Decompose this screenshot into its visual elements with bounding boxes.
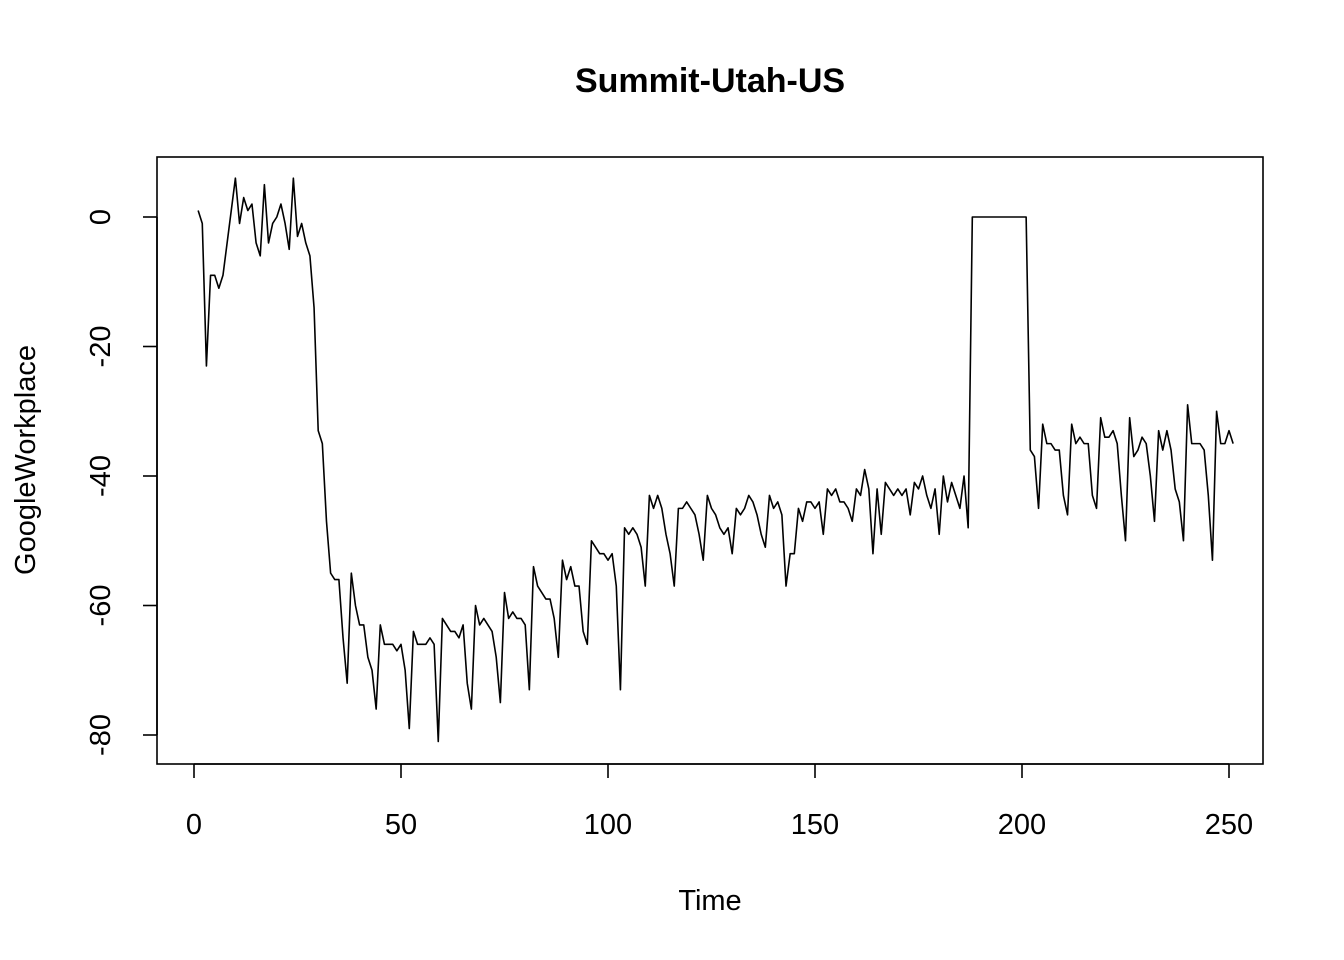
y-tick-label: -60 [85,585,117,627]
series-group [197,177,1234,743]
y-tick-label: -20 [85,326,117,368]
y-tick-label: 0 [85,209,117,225]
y-tick-label: -40 [85,455,117,497]
x-tick-label: 0 [186,809,202,841]
series-line [197,177,1234,743]
x-axis-label: Time [678,885,741,917]
chart-title: Summit-Utah-US [575,62,845,100]
y-tick-label: -80 [85,714,117,756]
y-axis-label: GoogleWorkplace [10,345,42,575]
x-tick-label: 100 [584,809,632,841]
x-tick-label: 200 [998,809,1046,841]
x-axis: 0 50 100 150 200 250 [186,763,1253,841]
x-tick-label: 150 [791,809,839,841]
x-tick-label: 250 [1205,809,1253,841]
y-axis: 0 -20 -40 -60 -80 [85,209,158,756]
x-tick-label: 50 [385,809,417,841]
